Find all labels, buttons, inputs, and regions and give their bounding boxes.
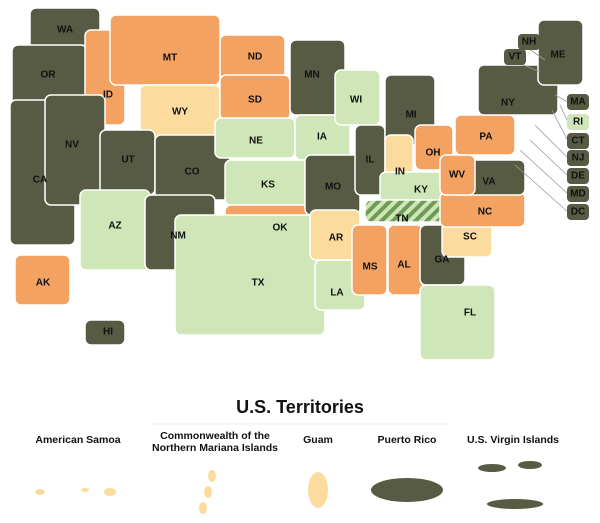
callout-label: MA xyxy=(570,97,586,108)
state-label: OH xyxy=(426,148,441,159)
state-label: SC xyxy=(463,232,477,243)
state-label: IN xyxy=(395,167,405,178)
callout-label: DE xyxy=(571,171,585,182)
callout-line xyxy=(559,104,569,123)
territory-name: U.S. Virgin Islands xyxy=(467,434,559,446)
territory-shape xyxy=(371,478,443,502)
callout-line xyxy=(529,139,569,177)
territory-shape xyxy=(204,486,212,498)
callout-line xyxy=(554,94,569,103)
state-label: TX xyxy=(252,278,265,289)
state-label: WA xyxy=(57,25,73,36)
callout-line xyxy=(514,164,569,213)
territory-shape xyxy=(81,488,89,492)
state-label: WY xyxy=(172,107,188,118)
callout-label: CT xyxy=(571,136,584,147)
state-label: SD xyxy=(248,95,262,106)
territory-shape xyxy=(478,464,506,472)
territory-shape xyxy=(35,489,45,495)
state-label: LA xyxy=(330,288,343,299)
state-label: NM xyxy=(170,231,186,242)
state-label: HI xyxy=(103,327,113,338)
state-label: TN xyxy=(395,214,408,225)
state-label: MT xyxy=(163,53,177,64)
callout-label: VT xyxy=(509,52,522,63)
state-label: NE xyxy=(249,136,263,147)
state-label: IA xyxy=(317,132,327,143)
state-label: KS xyxy=(261,180,275,191)
state-label: MN xyxy=(304,70,320,81)
state-label: VA xyxy=(482,177,495,188)
callout-chip xyxy=(567,94,589,110)
callout-chip xyxy=(504,49,526,65)
state-label: OR xyxy=(41,70,57,81)
callout-chip xyxy=(567,186,589,202)
state-label: ID xyxy=(103,90,113,101)
state-label: NV xyxy=(65,140,79,151)
state-label: PA xyxy=(479,132,492,143)
state xyxy=(537,19,584,86)
state-label: CA xyxy=(33,175,47,186)
state-label: MS xyxy=(363,262,378,273)
callout-chip xyxy=(567,150,589,166)
territory-shape xyxy=(199,502,207,514)
callout-label: NJ xyxy=(572,153,585,164)
territories-layer: American Samoa Commonwealth of the Norther… xyxy=(35,430,559,514)
state-label: GA xyxy=(435,255,450,266)
territory-shape xyxy=(518,461,542,469)
territory-name: American Samoa xyxy=(35,434,120,446)
state-label: AR xyxy=(329,233,344,244)
callout-chip xyxy=(567,133,589,149)
callout-label: DC xyxy=(571,207,585,218)
callout-chip xyxy=(518,34,540,50)
state-label: ME xyxy=(551,50,566,61)
territories-title: U.S. Territories xyxy=(236,397,364,417)
state-label: NY xyxy=(501,98,515,109)
territory-name: Puerto Rico xyxy=(378,434,437,446)
territory-name: Commonwealth of the Northern Mariana Isla… xyxy=(152,430,278,454)
state-label: AK xyxy=(36,278,51,289)
state-label: ND xyxy=(248,52,262,63)
territory-shape xyxy=(308,472,328,508)
state xyxy=(439,154,476,196)
state xyxy=(334,69,381,126)
state xyxy=(14,254,71,306)
callout-chip xyxy=(567,204,589,220)
callout-chip xyxy=(567,114,589,130)
territory-shape xyxy=(104,488,116,496)
callout-label: RI xyxy=(573,117,583,128)
territory-name: Guam xyxy=(303,434,333,446)
state xyxy=(174,214,326,336)
state-label: NC xyxy=(478,207,492,218)
labels-layer: WA OR CA ID NV MT WY UT AZ CO NM ND SD NE KS OK TX MN IA MO… xyxy=(33,25,589,338)
state-label: KY xyxy=(414,185,428,196)
territory-shape xyxy=(208,470,216,482)
callout-label: NH xyxy=(522,37,536,48)
state-label: WI xyxy=(350,95,362,106)
state-label: MO xyxy=(325,182,341,193)
state-label: AZ xyxy=(108,221,121,232)
state xyxy=(419,284,496,361)
callout-line xyxy=(534,124,569,159)
state-label: WV xyxy=(449,170,465,181)
state xyxy=(84,319,126,346)
territory-shape xyxy=(487,499,543,509)
state-label: UT xyxy=(121,155,134,166)
state xyxy=(351,224,388,296)
callout-label: MD xyxy=(570,189,586,200)
state-label: CO xyxy=(185,167,200,178)
state-label: IL xyxy=(366,155,375,166)
state-label: AL xyxy=(397,260,410,271)
callout-line xyxy=(519,149,569,195)
state-label: OK xyxy=(273,223,289,234)
callout-chip xyxy=(567,168,589,184)
state-label: MI xyxy=(405,110,416,121)
state xyxy=(109,14,221,86)
callout-line xyxy=(551,109,569,142)
state-label: FL xyxy=(464,308,476,319)
states-layer xyxy=(9,7,584,361)
